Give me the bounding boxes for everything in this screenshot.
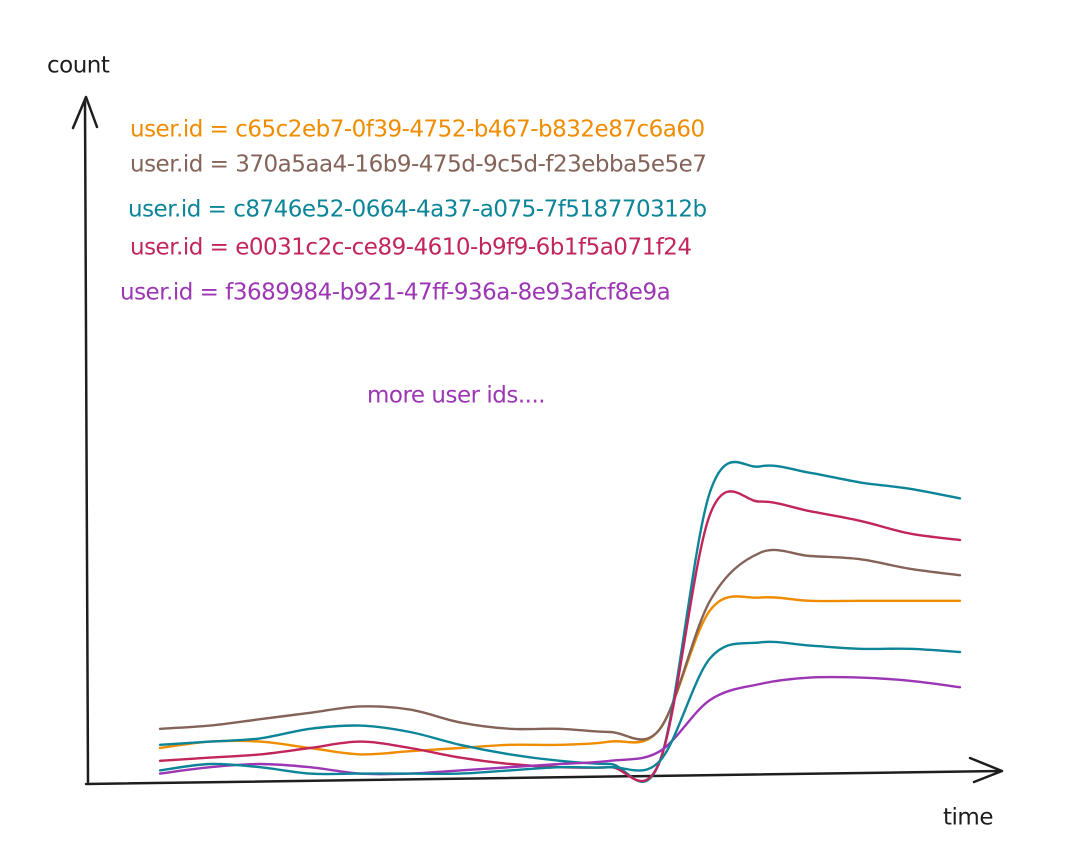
annotation: more user ids.... xyxy=(367,383,545,409)
x-axis xyxy=(84,756,1004,786)
legend-entry: user.id = f3689984-b921-47ff-936a-8e93af… xyxy=(120,280,670,306)
series-line xyxy=(158,490,962,783)
y-axis-label: count xyxy=(47,53,110,79)
series-line xyxy=(158,595,962,756)
y-axis xyxy=(71,95,99,784)
legend-entry: user.id = c65c2eb7-0f39-4752-b467-b832e8… xyxy=(130,117,705,143)
series-line xyxy=(158,675,962,776)
series-line xyxy=(158,548,962,741)
series-line xyxy=(158,640,962,776)
legend-entry: user.id = e0031c2c-ce89-4610-b9f9-6b1f5a… xyxy=(130,235,692,261)
x-axis-label: time xyxy=(943,805,993,831)
legend-entry: user.id = 370a5aa4-16b9-475d-9c5d-f23ebb… xyxy=(130,152,706,178)
series-line xyxy=(158,460,962,783)
legend-entry: user.id = c8746e52-0664-4a37-a075-7f5187… xyxy=(128,197,707,223)
